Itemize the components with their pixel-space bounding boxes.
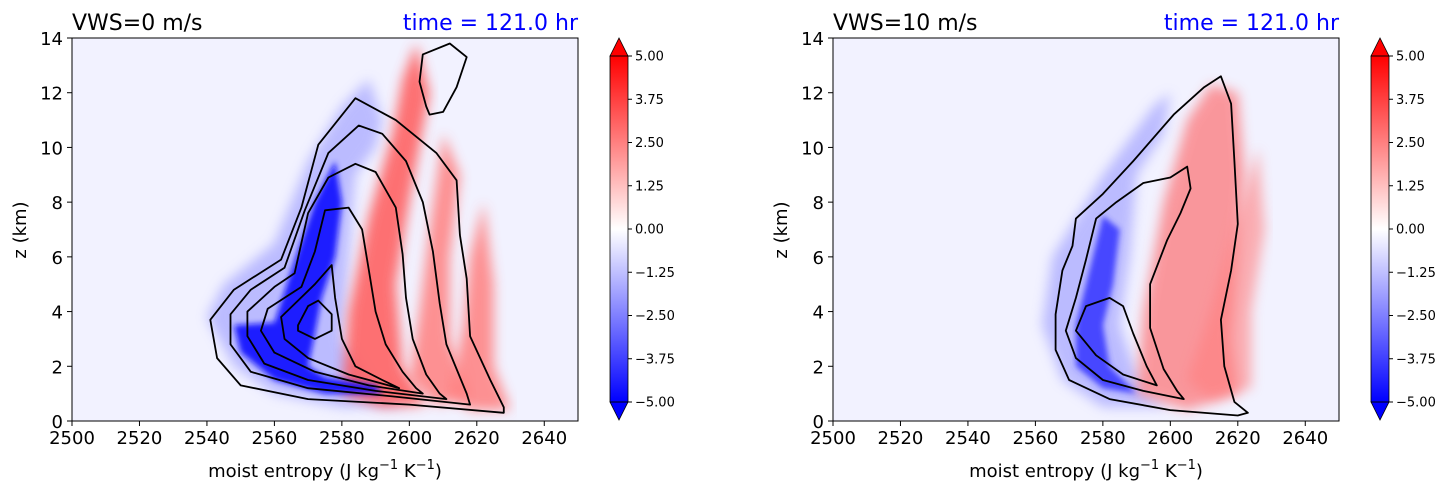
colorbar-tick-label: 0.00 bbox=[635, 223, 664, 238]
colorbar-tick-label: 1.25 bbox=[635, 179, 664, 194]
positive-anomaly-band bbox=[341, 43, 430, 408]
x-tick-label: 2600 bbox=[386, 428, 432, 449]
colorbar-tick-label: 2.50 bbox=[1396, 136, 1425, 151]
colorbar-min-extend bbox=[609, 401, 629, 421]
y-tick-label: 4 bbox=[813, 303, 824, 324]
x-tick-label: 2640 bbox=[521, 428, 567, 449]
x-tick-label: 2640 bbox=[1282, 428, 1328, 449]
x-tick-label: 2560 bbox=[251, 428, 297, 449]
y-tick-label: 4 bbox=[52, 303, 63, 324]
panel-1-title: VWS=10 m/s bbox=[833, 11, 978, 36]
colorbar-tick-label: 3.75 bbox=[1396, 93, 1425, 108]
x-tick-label: 2500 bbox=[49, 428, 95, 449]
y-tick-label: 8 bbox=[52, 193, 63, 214]
contour-line bbox=[259, 206, 424, 395]
colorbar-tick-label: 2.50 bbox=[635, 136, 664, 151]
panel-1-ticks: 2500 2520 2540 2560 2580 2600 2620 2640 0 2 4 6 8 10 1… bbox=[801, 29, 1328, 449]
colorbar-min-extend bbox=[1370, 401, 1390, 421]
x-tick-label: 2560 bbox=[1012, 428, 1058, 449]
x-tick-label: 2620 bbox=[454, 428, 500, 449]
y-tick-label: 12 bbox=[801, 84, 824, 105]
colorbar-tick-label: 0.00 bbox=[1396, 223, 1425, 238]
panel-0-ylabel: z (km) bbox=[10, 201, 31, 258]
panel-1-contours bbox=[1054, 75, 1249, 417]
panel-1-time: time = 121.0 hr bbox=[1164, 11, 1340, 36]
colorbar-tick-label: 3.75 bbox=[635, 93, 664, 108]
colorbar-tick-label: 5.00 bbox=[1396, 50, 1425, 65]
panel-left: 2500 2520 2540 2560 2580 2600 2620 2640 0 2 4 6 8 10 1… bbox=[10, 11, 579, 482]
colorbar-tick-label: −3.75 bbox=[635, 352, 675, 367]
contour-line bbox=[246, 162, 448, 401]
colorbar-right: 5.00 3.75 2.50 1.25 0.00 −1.25 −2.50 −3.75 −5.00 bbox=[1370, 37, 1436, 421]
colorbar-max-extend bbox=[609, 37, 629, 57]
colorbar-tick-label: −3.75 bbox=[1396, 352, 1436, 367]
colorbar-body bbox=[1371, 56, 1389, 402]
y-tick-label: 2 bbox=[52, 357, 63, 378]
panel-0-ticks: 2500 2520 2540 2560 2580 2600 2620 2640 0 2 4 6 8 10 1… bbox=[40, 29, 567, 449]
panel-1-ylabel: z (km) bbox=[771, 201, 792, 258]
contour-line bbox=[1054, 75, 1249, 417]
colorbar-tick-label: −2.50 bbox=[1396, 309, 1436, 324]
y-tick-label: 8 bbox=[813, 193, 824, 214]
contour-line bbox=[280, 264, 401, 390]
colorbar-left: 5.00 3.75 2.50 1.25 0.00 −1.25 −2.50 −3.75 −5.00 bbox=[609, 37, 675, 421]
panel-1-frame bbox=[832, 37, 1340, 422]
positive-anomaly-band bbox=[449, 202, 511, 411]
colorbar-tick-label: −5.00 bbox=[1396, 396, 1436, 411]
panel-0-frame bbox=[71, 37, 579, 422]
y-tick-label: 10 bbox=[40, 138, 63, 159]
y-tick-label: 2 bbox=[813, 357, 824, 378]
panel-right: 2500 2520 2540 2560 2580 2600 2620 2640 0 2 4 6 8 10 1… bbox=[771, 11, 1340, 482]
colorbar-tick-label: 1.25 bbox=[1396, 179, 1425, 194]
contour-line bbox=[209, 97, 505, 414]
y-tick-label: 14 bbox=[801, 29, 824, 50]
x-tick-label: 2600 bbox=[1147, 428, 1193, 449]
x-tick-label: 2520 bbox=[878, 428, 924, 449]
contour-line bbox=[229, 124, 472, 406]
x-tick-label: 2580 bbox=[1080, 428, 1126, 449]
x-tick-label: 2520 bbox=[117, 428, 163, 449]
positive-anomaly-band bbox=[409, 133, 471, 405]
colorbar-tick-label: 5.00 bbox=[635, 50, 664, 65]
panel-1-xlabel: moist entropy (J kg−1 K−1) bbox=[969, 458, 1203, 482]
colorbar-tick-label: −5.00 bbox=[635, 396, 675, 411]
x-tick-label: 2620 bbox=[1215, 428, 1261, 449]
positive-anomaly-band bbox=[1187, 147, 1265, 400]
x-tick-label: 2580 bbox=[319, 428, 365, 449]
x-tick-label: 2500 bbox=[810, 428, 856, 449]
colorbar-tick-label: −2.50 bbox=[635, 309, 675, 324]
panel-0-field bbox=[72, 38, 578, 421]
y-tick-label: 6 bbox=[52, 248, 63, 269]
panel-0-title: VWS=0 m/s bbox=[72, 11, 203, 36]
y-tick-label: 12 bbox=[40, 84, 63, 105]
colorbar-tick-label: −1.25 bbox=[635, 266, 675, 281]
y-tick-label: 14 bbox=[40, 29, 63, 50]
y-tick-label: 0 bbox=[52, 412, 63, 433]
panel-0-contours bbox=[209, 42, 505, 414]
contour-line bbox=[1075, 296, 1158, 387]
y-tick-label: 0 bbox=[813, 412, 824, 433]
panel-0-time: time = 121.0 hr bbox=[403, 11, 579, 36]
contour-line bbox=[1064, 165, 1192, 401]
colorbar-tick-label: −1.25 bbox=[1396, 266, 1436, 281]
contour-line bbox=[297, 299, 333, 340]
y-tick-label: 6 bbox=[813, 248, 824, 269]
panel-0-xlabel: moist entropy (J kg−1 K−1) bbox=[208, 458, 442, 482]
negative-anomaly-core bbox=[233, 161, 383, 394]
colorbar-max-extend bbox=[1370, 37, 1390, 57]
x-tick-label: 2540 bbox=[945, 428, 991, 449]
x-tick-label: 2540 bbox=[184, 428, 230, 449]
y-tick-label: 10 bbox=[801, 138, 824, 159]
panel-1-field bbox=[833, 38, 1339, 421]
colorbar-body bbox=[610, 56, 628, 402]
contour-line bbox=[418, 42, 468, 116]
